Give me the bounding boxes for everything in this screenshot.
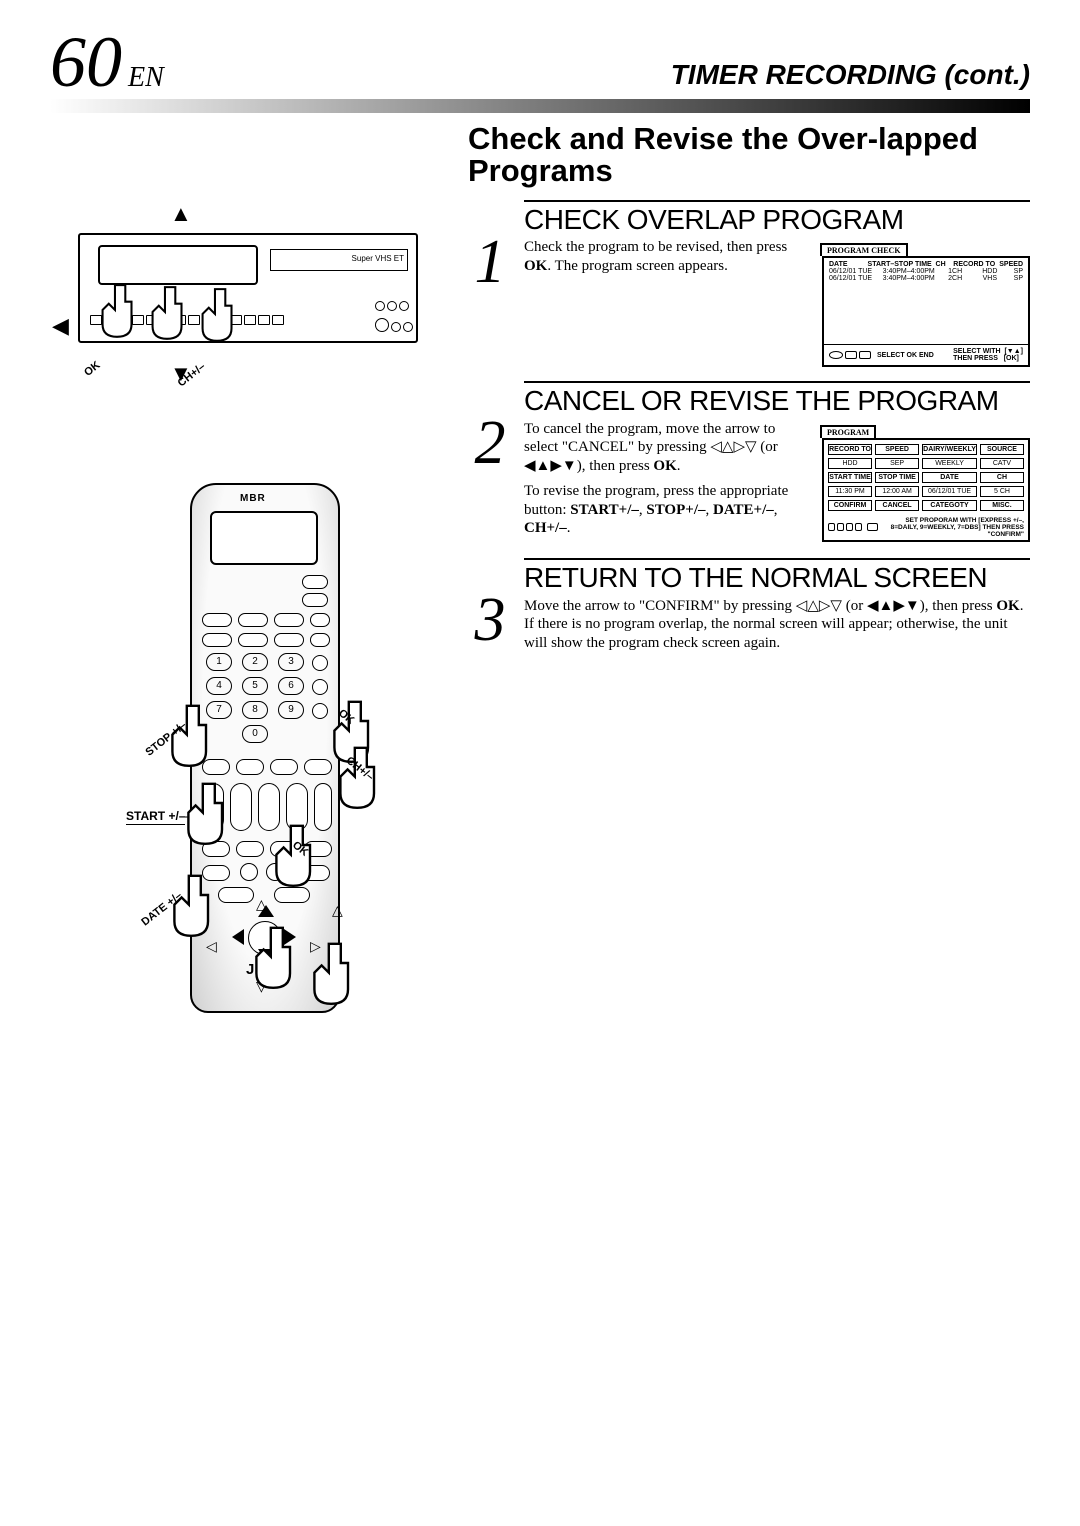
osd-footer-icons (828, 523, 878, 531)
remote-aux-button (302, 593, 328, 607)
header-gradient-bar (50, 99, 1030, 113)
vcr-display: Super VHS ET (270, 249, 408, 271)
hand-pointer-icon (326, 743, 386, 813)
remote-side-button (312, 655, 328, 671)
remote-button (202, 613, 232, 627)
step-3: 3 RETURN TO THE NORMAL SCREEN Move the a… (468, 558, 1030, 659)
step-3-text: Move the arrow to "CONFIRM" by pressing … (524, 597, 1030, 653)
vcr-callout-ok: OK (82, 359, 102, 379)
table-row: 06/12/01 TUE 3:40PM–4:00PM 1CH HDD SP (829, 268, 1023, 275)
hand-pointer-icon (300, 939, 360, 1009)
osd-footer-icons (829, 351, 871, 359)
remote-button (270, 759, 298, 775)
remote-button (238, 633, 268, 647)
instructions-column: Check and Revise the Over-lapped Program… (468, 123, 1030, 1023)
hand-pointer-icon (174, 779, 234, 849)
remote-side-button (312, 679, 328, 695)
osd-program: PROGRAM RECORD TO SPEED DAIRY/WEEKLY SOU… (822, 420, 1030, 542)
numkey-6: 6 (278, 677, 304, 695)
hand-pointer-icon (262, 821, 322, 891)
numkey-3: 3 (278, 653, 304, 671)
remote-button (310, 613, 330, 627)
section-title: TIMER RECORDING (cont.) (671, 59, 1030, 95)
remote-button (218, 887, 254, 903)
hand-pointer-icon (190, 285, 242, 347)
step-1-number: 1 (468, 200, 512, 367)
hand-pointer-icon (242, 923, 302, 993)
hand-pointer-icon (90, 281, 142, 343)
remote-button (274, 613, 304, 627)
vcr-illustration: ▲ ▼ ◀ Super VHS ET (50, 193, 430, 423)
remote-brand-top: MBR (240, 493, 266, 504)
illustrations-column: ▲ ▼ ◀ Super VHS ET (50, 123, 450, 1023)
step-2-number: 2 (468, 381, 512, 544)
step-2-title: CANCEL OR REVISE THE PROGRAM (524, 381, 1030, 415)
page-header: 60EN TIMER RECORDING (cont.) (50, 30, 1030, 95)
numkey-1: 1 (206, 653, 232, 671)
page-number-block: 60EN (50, 30, 164, 95)
remote-button (274, 633, 304, 647)
arrow-up-icon: ▲ (170, 201, 192, 227)
numkey-2: 2 (242, 653, 268, 671)
step-1-text: Check the program to be revised, then pr… (524, 238, 812, 282)
step-1-title: CHECK OVERLAP PROGRAM (524, 200, 1030, 234)
osd-tab: PROGRAM CHECK (820, 243, 908, 256)
osd-tab: PROGRAM (820, 425, 876, 438)
remote-button (240, 863, 258, 881)
remote-button (236, 759, 264, 775)
remote-button (238, 613, 268, 627)
step-3-title: RETURN TO THE NORMAL SCREEN (524, 558, 1030, 592)
dpad-outer-up-icon: △ (256, 897, 267, 914)
main-heading: Check and Revise the Over-lapped Program… (468, 123, 1030, 188)
dpad-aux-up-icon: △ (332, 903, 343, 920)
numkey-8: 8 (242, 701, 268, 719)
vcr-knob-panel (374, 299, 428, 339)
remote-button (202, 633, 232, 647)
remote-button (236, 841, 264, 857)
remote-numpad: 1 2 3 4 5 6 7 8 9 0 (206, 653, 304, 743)
numkey-0: 0 (242, 725, 268, 743)
remote-lcd (210, 511, 318, 565)
hand-pointer-icon (140, 283, 192, 345)
vcr-cassette-slot (98, 245, 258, 285)
remote-button (310, 633, 330, 647)
page-number: 60 (50, 22, 122, 102)
numkey-5: 5 (242, 677, 268, 695)
numkey-9: 9 (278, 701, 304, 719)
page-lang: EN (128, 62, 164, 93)
remote-illustration: MBR 1 2 3 4 5 6 7 8 (110, 483, 390, 1023)
step-2: 2 CANCEL OR REVISE THE PROGRAM To cancel… (468, 381, 1030, 544)
numkey-4: 4 (206, 677, 232, 695)
remote-power-button (302, 575, 328, 589)
step-3-number: 3 (468, 558, 512, 659)
osd-program-check: PROGRAM CHECK DATE START–STOP TIME CH RE… (822, 238, 1030, 367)
arrow-left-icon: ◀ (52, 313, 69, 339)
table-row: 06/12/01 TUE 3:40PM–4:00PM 2CH VHS SP (829, 275, 1023, 282)
step-1: 1 CHECK OVERLAP PROGRAM Check the progra… (468, 200, 1030, 367)
step-2-text: To cancel the program, move the arrow to… (524, 420, 812, 545)
